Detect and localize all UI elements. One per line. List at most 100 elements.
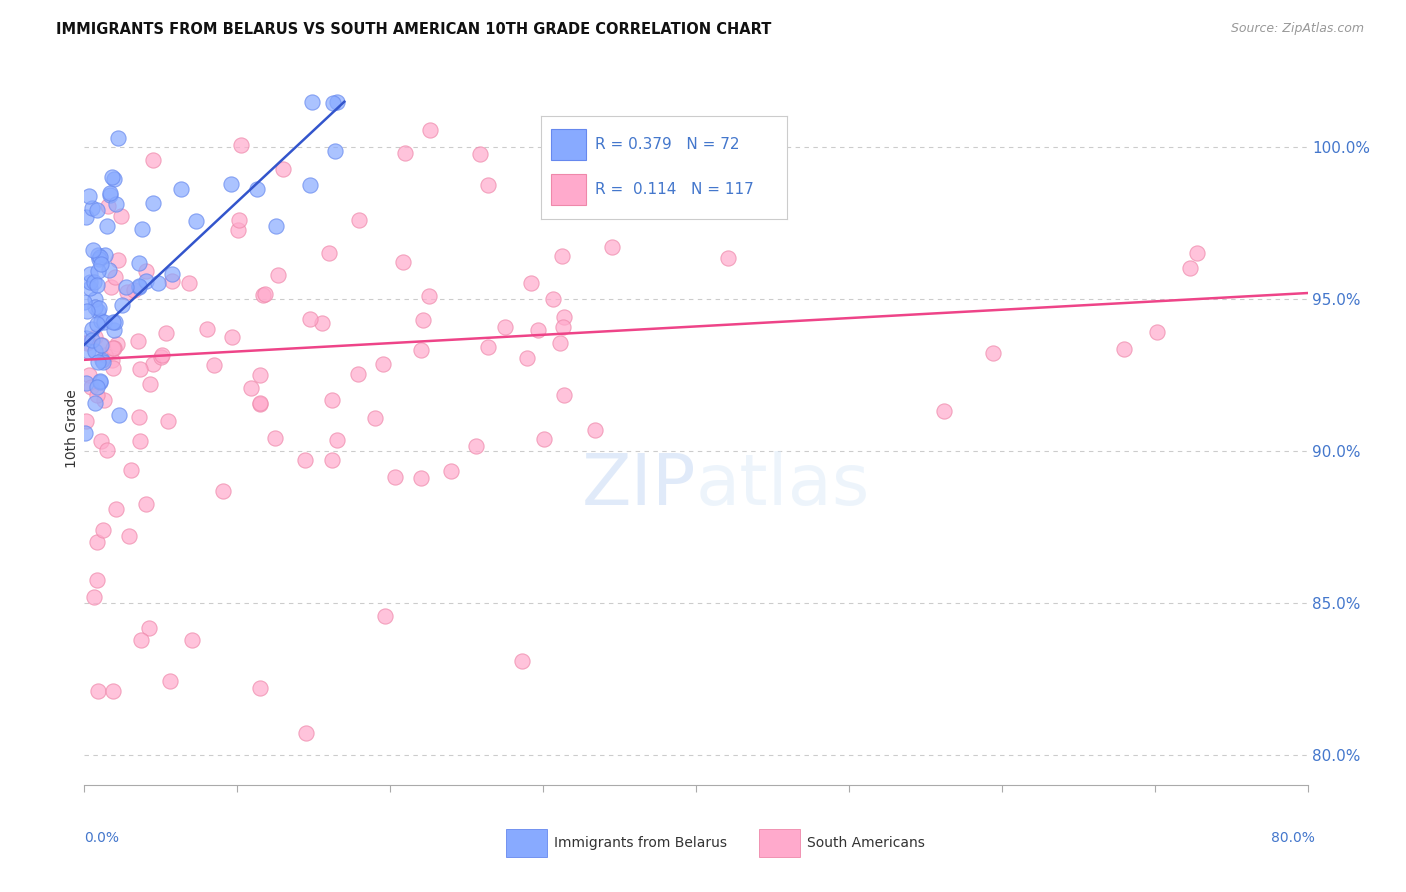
Point: [983, 346, 1005, 360]
Point: [91, 355, 114, 369]
Point: [128, 278, 150, 293]
Point: [142, 357, 165, 371]
Point: [419, 123, 441, 137]
Point: [510, 654, 533, 668]
Point: [91, 523, 114, 537]
Point: [932, 404, 955, 418]
Point: [86, 317, 108, 331]
Point: [271, 161, 294, 176]
Point: [100, 187, 122, 202]
Point: [80, 380, 103, 394]
Point: [84, 300, 107, 314]
Point: [122, 284, 145, 298]
Point: [87, 252, 110, 266]
Point: [107, 337, 129, 351]
Point: [101, 684, 124, 698]
Point: [90, 338, 112, 352]
Point: [110, 209, 132, 223]
Point: [103, 341, 125, 355]
Point: [298, 312, 321, 326]
Point: [86, 380, 108, 394]
Point: [77, 334, 100, 349]
Point: [138, 622, 160, 636]
Point: [80, 333, 103, 347]
Point: [103, 361, 125, 376]
Point: [79, 275, 101, 289]
Point: [347, 367, 370, 381]
Point: [181, 632, 204, 647]
Point: [115, 285, 138, 299]
Point: [97, 199, 120, 213]
Point: [105, 196, 128, 211]
Point: [79, 267, 101, 281]
Point: [93, 392, 115, 407]
Point: [77, 189, 100, 203]
Point: [465, 439, 488, 453]
Point: [347, 213, 370, 227]
Point: [118, 529, 141, 543]
Point: [135, 264, 157, 278]
Point: [533, 432, 555, 446]
Point: [226, 223, 249, 237]
Point: [142, 153, 165, 167]
Point: [252, 288, 274, 302]
Point: [75, 330, 97, 344]
Point: [1187, 246, 1209, 260]
Point: [411, 471, 433, 485]
Point: [73, 425, 96, 440]
Point: [311, 316, 333, 330]
Point: [89, 374, 111, 388]
Point: [295, 726, 318, 740]
Point: [148, 276, 170, 290]
Point: [160, 267, 183, 281]
Point: [76, 344, 98, 359]
Point: [326, 95, 349, 109]
Point: [128, 362, 150, 376]
Point: [318, 246, 340, 260]
Point: [91, 353, 114, 368]
Point: [87, 354, 110, 368]
Point: [96, 442, 118, 457]
Point: [710, 176, 733, 190]
Point: [202, 358, 225, 372]
Point: [76, 304, 98, 318]
Point: [128, 256, 150, 270]
Point: [86, 573, 108, 587]
Point: [323, 145, 346, 159]
Point: [100, 169, 122, 184]
Point: [186, 214, 208, 228]
Point: [83, 591, 105, 605]
Point: [86, 202, 108, 217]
Point: [717, 251, 740, 265]
Point: [87, 264, 110, 278]
Point: [105, 502, 128, 516]
Point: [90, 257, 112, 271]
Point: [294, 452, 316, 467]
Point: [86, 277, 108, 292]
Point: [94, 348, 117, 362]
Point: [551, 320, 574, 334]
Point: [138, 377, 160, 392]
Point: [553, 310, 575, 325]
Point: [177, 276, 200, 290]
Point: [87, 683, 110, 698]
Point: [79, 281, 101, 295]
Point: [228, 212, 250, 227]
Point: [89, 251, 111, 265]
Point: [135, 497, 157, 511]
Point: [84, 292, 107, 306]
Text: Immigrants from Belarus: Immigrants from Belarus: [554, 836, 727, 850]
Point: [1146, 325, 1168, 339]
Point: [84, 330, 107, 344]
Point: [267, 268, 290, 282]
Point: [583, 423, 606, 437]
Point: [468, 147, 491, 161]
Point: [229, 138, 252, 153]
Point: [120, 463, 142, 477]
Point: [86, 388, 108, 402]
Point: [128, 410, 150, 425]
Point: [80, 322, 103, 336]
Point: [239, 381, 262, 395]
Point: [600, 240, 623, 254]
Bar: [551, 129, 586, 160]
